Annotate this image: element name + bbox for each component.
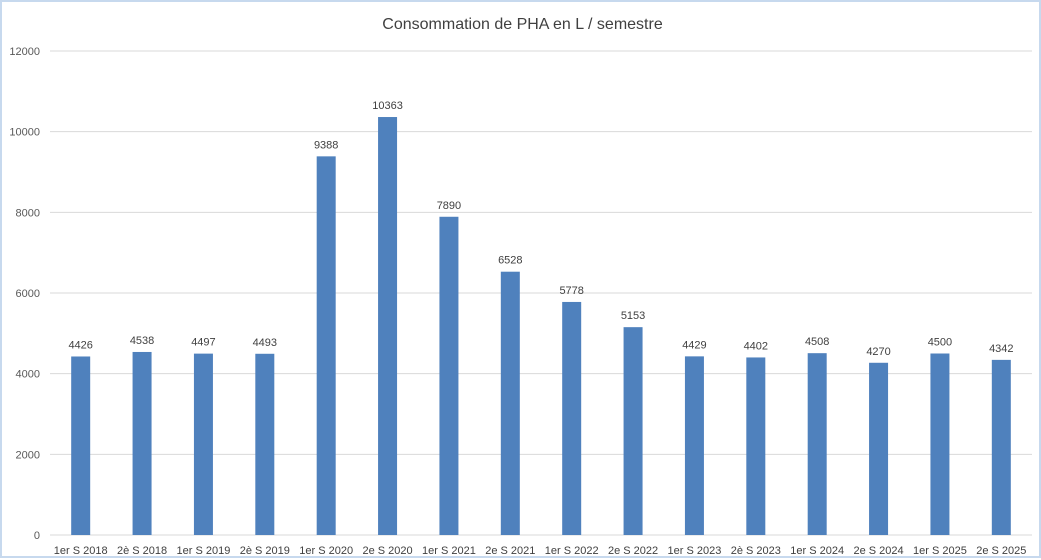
- y-tick-label: 10000: [9, 127, 40, 139]
- bar: [71, 356, 91, 535]
- bar: [869, 362, 889, 535]
- x-tick-label: 2è S 2023: [731, 545, 781, 557]
- y-tick-label: 0: [34, 530, 40, 542]
- bar: [746, 357, 766, 535]
- data-label: 5153: [621, 310, 645, 322]
- y-tick-label: 12000: [9, 46, 40, 58]
- x-tick-label: 2e S 2025: [976, 545, 1026, 557]
- bar: [378, 117, 398, 535]
- data-label: 7890: [437, 200, 461, 212]
- bar: [132, 351, 152, 535]
- data-label: 9388: [314, 139, 338, 151]
- x-tick-label: 2è S 2018: [117, 545, 167, 557]
- data-label: 4402: [744, 340, 768, 352]
- data-label: 4500: [928, 337, 952, 349]
- data-label: 10363: [372, 100, 403, 112]
- y-tick-label: 6000: [16, 288, 40, 300]
- bar: [500, 271, 520, 535]
- bar: [930, 353, 950, 535]
- x-tick-label: 1er S 2021: [422, 545, 476, 557]
- bar: [991, 359, 1011, 535]
- x-tick-label: 1er S 2023: [668, 545, 722, 557]
- data-label: 5778: [559, 285, 583, 297]
- bar: [193, 353, 213, 535]
- data-label: 4538: [130, 335, 154, 347]
- x-tick-label: 1er S 2019: [177, 545, 231, 557]
- bar: [684, 356, 704, 535]
- bar: [439, 216, 459, 535]
- x-tick-label: 2e S 2022: [608, 545, 658, 557]
- bar: [562, 301, 582, 535]
- x-tick-label: 1er S 2022: [545, 545, 599, 557]
- data-label: 4497: [191, 337, 215, 349]
- data-label: 6528: [498, 255, 522, 267]
- data-label: 4342: [989, 343, 1013, 355]
- bar: [623, 327, 643, 535]
- y-tick-label: 2000: [16, 449, 40, 461]
- x-tick-label: 1er S 2020: [299, 545, 353, 557]
- bar: [807, 353, 827, 535]
- x-tick-label: 1er S 2024: [790, 545, 844, 557]
- data-label: 4429: [682, 339, 706, 351]
- x-tick-label: 2e S 2021: [485, 545, 535, 557]
- x-tick-label: 2è S 2019: [240, 545, 290, 557]
- bar: [255, 353, 275, 535]
- y-tick-label: 4000: [16, 369, 40, 381]
- x-tick-label: 1er S 2025: [913, 545, 967, 557]
- y-tick-label: 8000: [16, 207, 40, 219]
- data-label: 4270: [866, 346, 890, 358]
- data-label: 4508: [805, 336, 829, 348]
- data-label: 4426: [68, 339, 92, 351]
- bar: [316, 156, 336, 536]
- x-tick-label: 2e S 2020: [362, 545, 412, 557]
- chart-title: Consommation de PHA en L / semestre: [382, 16, 663, 33]
- x-tick-label: 2e S 2024: [853, 545, 903, 557]
- x-tick-label: 1er S 2018: [54, 545, 108, 557]
- data-label: 4493: [253, 337, 277, 349]
